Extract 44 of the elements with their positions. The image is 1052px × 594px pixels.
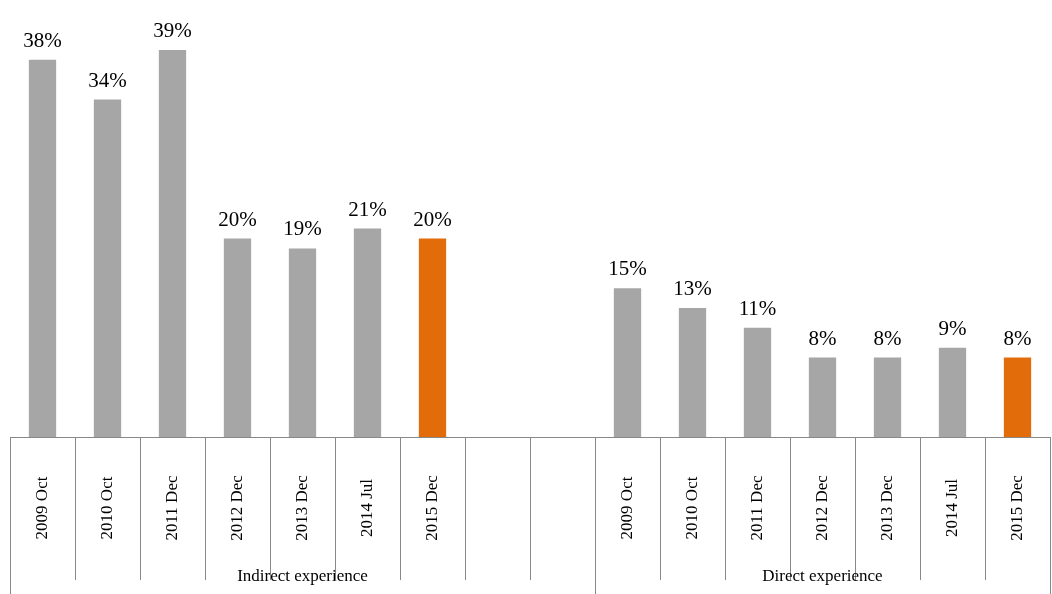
x-tick-label: 2014 Jul bbox=[356, 478, 376, 538]
data-label: 39% bbox=[153, 17, 192, 42]
data-label: 38% bbox=[23, 27, 62, 52]
bar bbox=[418, 238, 447, 437]
data-label: 34% bbox=[88, 67, 127, 92]
data-label: 9% bbox=[938, 315, 967, 340]
bar bbox=[158, 49, 187, 437]
data-label: 21% bbox=[348, 196, 387, 221]
data-label: 13% bbox=[673, 275, 712, 300]
text: Direct experience bbox=[762, 566, 883, 586]
x-tick-label: 2013 Dec bbox=[876, 474, 896, 541]
x-tick-label: 2013 Dec bbox=[291, 474, 311, 541]
bar bbox=[938, 347, 967, 437]
x-tick-label: 2012 Dec bbox=[226, 474, 246, 541]
data-label: 20% bbox=[413, 206, 452, 231]
bar bbox=[743, 327, 772, 437]
data-label: 8% bbox=[808, 325, 837, 350]
bar bbox=[93, 99, 122, 437]
data-label: 20% bbox=[218, 206, 257, 231]
x-tick-label: 2015 Dec bbox=[1006, 474, 1026, 541]
data-label: 19% bbox=[283, 216, 322, 241]
data-label: 11% bbox=[738, 295, 777, 320]
bar bbox=[288, 248, 317, 437]
x-tick-label: 2009 Oct bbox=[31, 476, 51, 540]
x-tick-label: 2010 Oct bbox=[96, 476, 116, 540]
data-label: 8% bbox=[873, 325, 902, 350]
bar bbox=[353, 228, 382, 437]
bar bbox=[28, 59, 57, 437]
x-tick-label: 2014 Jul bbox=[941, 478, 961, 538]
x-tick-label: 2011 Dec bbox=[746, 475, 766, 541]
data-label: 15% bbox=[608, 256, 647, 281]
x-tick-label: 2015 Dec bbox=[421, 474, 441, 541]
bar bbox=[1003, 357, 1032, 437]
bar bbox=[873, 357, 902, 437]
x-tick-label: 2012 Dec bbox=[811, 474, 831, 541]
bar bbox=[808, 357, 837, 437]
bar bbox=[613, 288, 642, 437]
x-tick-label: 2009 Oct bbox=[616, 476, 636, 540]
text: Indirect experience bbox=[237, 566, 368, 586]
x-tick-label: 2010 Oct bbox=[681, 476, 701, 540]
bar bbox=[223, 238, 252, 437]
x-tick-label: 2011 Dec bbox=[161, 475, 181, 541]
data-label: 8% bbox=[1003, 325, 1032, 350]
bar bbox=[678, 307, 707, 437]
